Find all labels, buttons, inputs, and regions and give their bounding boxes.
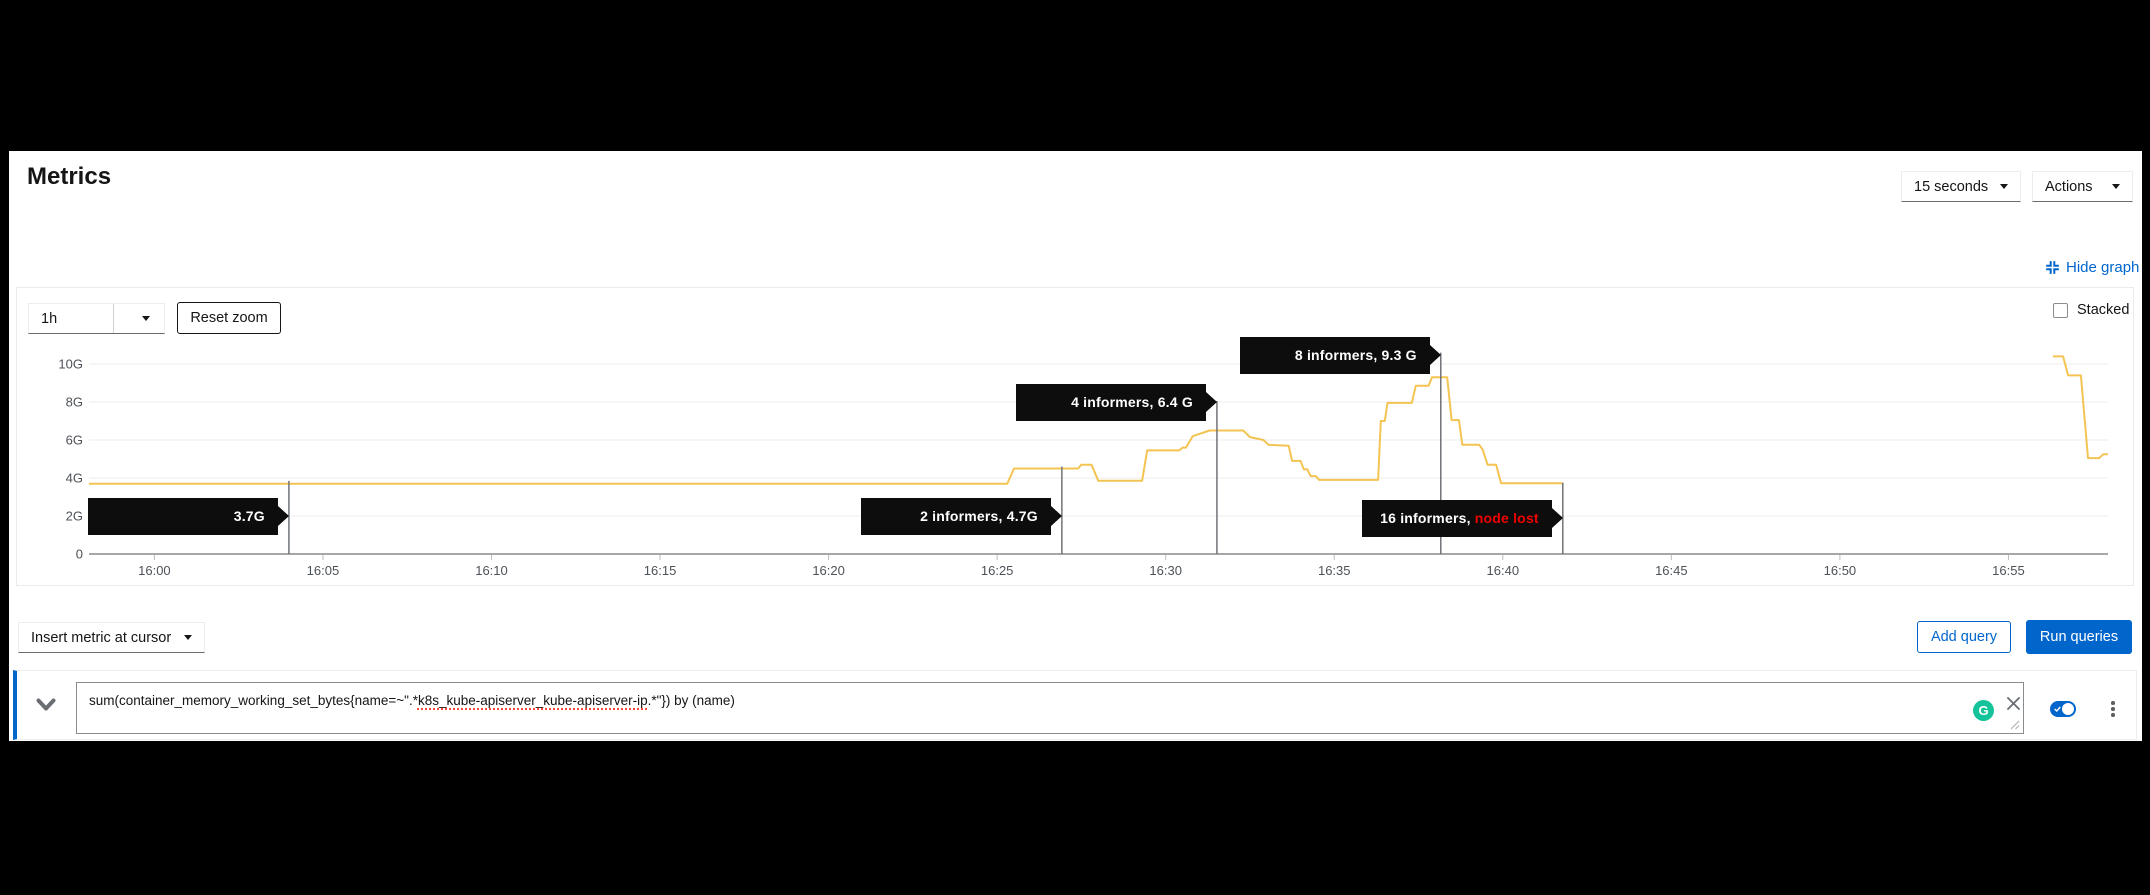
svg-text:16:10: 16:10 bbox=[475, 563, 508, 578]
chart-card: 1h Reset zoom Stacked 0 2G 4G 6G 8G 10G 16:00 1… bbox=[16, 287, 2134, 586]
svg-text:2G: 2G bbox=[66, 509, 83, 524]
add-query-button[interactable]: Add query bbox=[1917, 621, 2011, 653]
svg-text:16:30: 16:30 bbox=[1149, 563, 1182, 578]
caret-down-icon bbox=[142, 316, 150, 321]
query-text-suffix: .*"}) by (name) bbox=[647, 693, 735, 708]
toggle-knob bbox=[2062, 703, 2074, 715]
svg-text:0: 0 bbox=[76, 547, 83, 562]
actions-dropdown-label: Actions bbox=[2045, 178, 2093, 195]
close-icon[interactable] bbox=[2005, 695, 2022, 712]
svg-text:16:35: 16:35 bbox=[1318, 563, 1351, 578]
resize-handle[interactable] bbox=[2010, 720, 2020, 730]
svg-text:16:25: 16:25 bbox=[981, 563, 1014, 578]
svg-text:16:50: 16:50 bbox=[1824, 563, 1857, 578]
query-enabled-toggle[interactable] bbox=[2050, 701, 2076, 717]
insert-metric-label: Insert metric at cursor bbox=[31, 629, 172, 646]
svg-text:6G: 6G bbox=[66, 433, 83, 448]
duration-select[interactable]: 1h bbox=[28, 303, 165, 334]
svg-text:4G: 4G bbox=[66, 471, 83, 486]
stacked-label: Stacked bbox=[2077, 302, 2130, 318]
caret-down-icon bbox=[2112, 184, 2120, 189]
reset-zoom-button[interactable]: Reset zoom bbox=[177, 302, 281, 334]
duration-value: 1h bbox=[41, 310, 58, 327]
svg-text:16:40: 16:40 bbox=[1487, 563, 1520, 578]
hide-graph-link[interactable]: Hide graph bbox=[2045, 259, 2139, 276]
stacked-control: Stacked bbox=[2053, 302, 2129, 318]
metrics-chart[interactable]: 0 2G 4G 6G 8G 10G 16:00 16:05 16:10 16:15 16:20 16:… bbox=[17, 288, 2135, 587]
svg-text:16:55: 16:55 bbox=[1992, 563, 2025, 578]
refresh-interval-select[interactable]: 15 seconds bbox=[1901, 171, 2021, 202]
run-queries-button[interactable]: Run queries bbox=[2026, 620, 2132, 654]
query-text-prefix: sum(container_memory_working_set_bytes{n… bbox=[89, 693, 418, 708]
check-icon bbox=[2054, 706, 2061, 712]
svg-text:10G: 10G bbox=[58, 357, 83, 372]
svg-text:8G: 8G bbox=[66, 395, 83, 410]
svg-text:16:15: 16:15 bbox=[644, 563, 677, 578]
refresh-interval-value: 15 seconds bbox=[1914, 178, 1989, 195]
stacked-checkbox[interactable] bbox=[2053, 302, 2068, 318]
hide-graph-label: Hide graph bbox=[2066, 259, 2140, 276]
duration-caret-zone bbox=[113, 304, 164, 333]
svg-text:16:45: 16:45 bbox=[1655, 563, 1688, 578]
query-text-flagged: k8s_kube-apiserver_kube-apiserver-ip bbox=[417, 693, 648, 708]
svg-text:16:20: 16:20 bbox=[812, 563, 845, 578]
page-title: Metrics bbox=[27, 163, 112, 190]
caret-down-icon bbox=[184, 635, 192, 640]
grammarly-icon[interactable]: G bbox=[1973, 700, 1994, 721]
query-row: sum(container_memory_working_set_bytes{n… bbox=[13, 670, 2137, 740]
kebab-menu-icon[interactable] bbox=[2109, 699, 2117, 719]
svg-text:16:00: 16:00 bbox=[138, 563, 171, 578]
chevron-down-icon[interactable] bbox=[35, 697, 57, 713]
query-expression-input[interactable]: sum(container_memory_working_set_bytes{n… bbox=[76, 682, 2024, 734]
compress-icon bbox=[2046, 261, 2059, 274]
caret-down-icon bbox=[2000, 184, 2008, 189]
svg-text:16:05: 16:05 bbox=[307, 563, 340, 578]
insert-metric-select[interactable]: Insert metric at cursor bbox=[18, 622, 205, 653]
actions-dropdown[interactable]: Actions bbox=[2032, 171, 2133, 202]
